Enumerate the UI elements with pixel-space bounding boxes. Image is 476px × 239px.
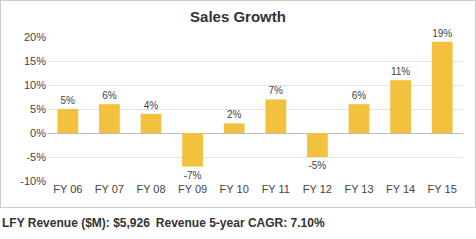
svg-text:19%: 19% bbox=[432, 28, 452, 39]
svg-text:10%: 10% bbox=[24, 79, 46, 91]
svg-text:FY 07: FY 07 bbox=[95, 183, 124, 195]
svg-text:FY 10: FY 10 bbox=[220, 183, 249, 195]
svg-text:FY 11: FY 11 bbox=[262, 183, 290, 195]
svg-text:FY 15: FY 15 bbox=[428, 183, 457, 195]
svg-text:4%: 4% bbox=[144, 100, 159, 111]
svg-text:0%: 0% bbox=[30, 127, 46, 139]
svg-text:2%: 2% bbox=[227, 109, 242, 120]
svg-text:FY 08: FY 08 bbox=[136, 183, 165, 195]
svg-text:7%: 7% bbox=[269, 85, 284, 96]
svg-text:FY 12: FY 12 bbox=[303, 183, 332, 195]
html-text:Revenue 5-year CAGR: 7.10%: Revenue 5-year CAGR: 7.10% bbox=[155, 216, 325, 230]
svg-text:5%: 5% bbox=[61, 95, 76, 106]
svg-text:FY 09: FY 09 bbox=[178, 183, 207, 195]
svg-text:6%: 6% bbox=[102, 90, 117, 101]
html-text:LFY Revenue ($M): $5,926: LFY Revenue ($M): $5,926 bbox=[2, 216, 150, 230]
svg-text:-10%: -10% bbox=[20, 175, 46, 187]
svg-text:FY 13: FY 13 bbox=[344, 183, 373, 195]
svg-text:20%: 20% bbox=[24, 31, 46, 43]
svg-text:5%: 5% bbox=[30, 103, 46, 115]
svg-text:11%: 11% bbox=[391, 66, 410, 77]
svg-text:6%: 6% bbox=[352, 90, 367, 101]
svg-text:-7%: -7% bbox=[184, 170, 202, 181]
svg-text:FY 06: FY 06 bbox=[53, 183, 82, 195]
svg-text:Sales Growth: Sales Growth bbox=[190, 8, 286, 25]
svg-text:-5%: -5% bbox=[26, 151, 46, 163]
svg-text:-5%: -5% bbox=[308, 160, 326, 171]
svg-text:FY 14: FY 14 bbox=[386, 183, 415, 195]
svg-text:15%: 15% bbox=[24, 55, 46, 67]
